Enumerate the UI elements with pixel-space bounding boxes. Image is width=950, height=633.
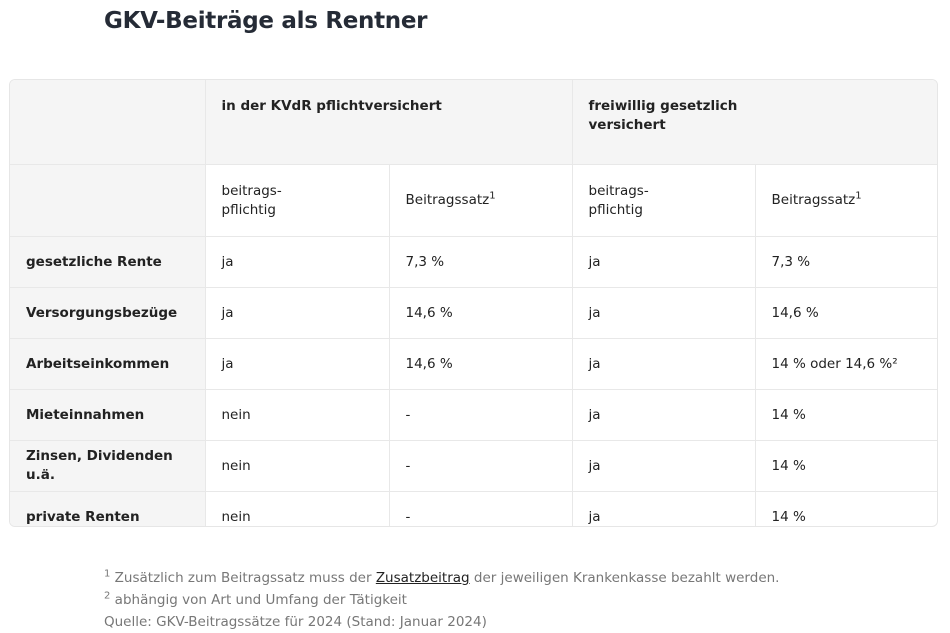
cell: - [388, 440, 573, 492]
cell: 14,6 % [388, 338, 573, 390]
footnote-text: der jeweiligen Krankenkasse bezahlt werd… [469, 570, 780, 586]
row-header: gesetzliche Rente [10, 236, 206, 288]
group-header: freiwillig gesetzlich versichert [571, 80, 937, 165]
table-row: Versorgungsbezüge ja 14,6 % ja 14,6 % [10, 287, 937, 339]
row-header: Versorgungsbezüge [10, 287, 206, 339]
cell: - [388, 389, 573, 441]
cell: ja [571, 491, 756, 526]
superscript: 1 [489, 190, 496, 202]
table-container: in der KVdR pflichtversichert freiwillig… [9, 79, 938, 527]
footnote: 2 abhängig von Art und Umfang der Tätigk… [104, 589, 779, 611]
cell: ja [204, 236, 390, 288]
row-header: private Renten [10, 491, 206, 526]
cell: nein [204, 440, 390, 492]
row-header: Zinsen, Dividenden u.ä. [10, 440, 206, 492]
sub-header-text: Beitragssatz [405, 192, 490, 208]
cell: 14 % [754, 440, 937, 492]
footnote-text: Zusätzlich zum Beitragssatz muss der [114, 570, 376, 586]
sub-header: Beitragssatz1 [388, 164, 573, 237]
cell: ja [571, 440, 756, 492]
cell: ja [571, 338, 756, 390]
footnote-marker: 2 [104, 590, 111, 602]
table-row: private Renten nein - ja 14 % [10, 491, 937, 526]
source: Quelle: GKV-Beitragssätze für 2024 (Stan… [104, 614, 487, 630]
cell: 14 % [754, 389, 937, 441]
cell: 7,3 % [754, 236, 937, 288]
cell: 14,6 % [388, 287, 573, 339]
cell: 7,3 % [388, 236, 573, 288]
sub-header-text: beitrags- pflichtig [221, 182, 282, 218]
cell: ja [204, 338, 390, 390]
cell: 14 % oder 14,6 %² [754, 338, 937, 390]
sub-header-text: beitrags- pflichtig [588, 182, 649, 218]
cell: ja [571, 287, 756, 339]
title: GKV-Beiträge als Rentner [104, 8, 428, 34]
superscript: 1 [855, 190, 862, 202]
footnote-text: abhängig von Art und Umfang der Tätigkei… [114, 592, 407, 608]
footnote-marker: 1 [104, 568, 111, 580]
row-header: Arbeitseinkommen [10, 338, 206, 390]
sub-header: Beitragssatz1 [754, 164, 937, 237]
cell: nein [204, 389, 390, 441]
sub-header: beitrags- pflichtig [204, 164, 390, 237]
cell: - [388, 491, 573, 526]
group-header: in der KVdR pflichtversichert [204, 80, 573, 165]
table-row: Mieteinnahmen nein - ja 14 % [10, 389, 937, 441]
sub-header-text: Beitragssatz [771, 192, 856, 208]
cell: 14 % [754, 491, 937, 526]
footnote: 1 Zusätzlich zum Beitragssatz muss der Z… [104, 567, 779, 589]
table-row: gesetzliche Rente ja 7,3 % ja 7,3 % [10, 236, 937, 288]
row-header: Mieteinnahmen [10, 389, 206, 441]
sub-header: beitrags- pflichtig [571, 164, 756, 237]
corner [10, 164, 206, 237]
table-row: Zinsen, Dividenden u.ä. nein - ja 14 % [10, 440, 937, 492]
cell: ja [571, 236, 756, 288]
cell: ja [571, 389, 756, 441]
table-row: Arbeitseinkommen ja 14,6 % ja 14 % oder 14,6… [10, 338, 937, 390]
table: in der KVdR pflichtversichert freiwillig… [10, 80, 937, 526]
footnotes: 1 Zusätzlich zum Beitragssatz muss der Z… [104, 567, 779, 633]
cell: ja [204, 287, 390, 339]
footnote-link[interactable]: Zusatzbeitrag [375, 570, 470, 586]
cell: nein [204, 491, 390, 526]
cell: 14,6 % [754, 287, 937, 339]
corner [10, 80, 206, 165]
